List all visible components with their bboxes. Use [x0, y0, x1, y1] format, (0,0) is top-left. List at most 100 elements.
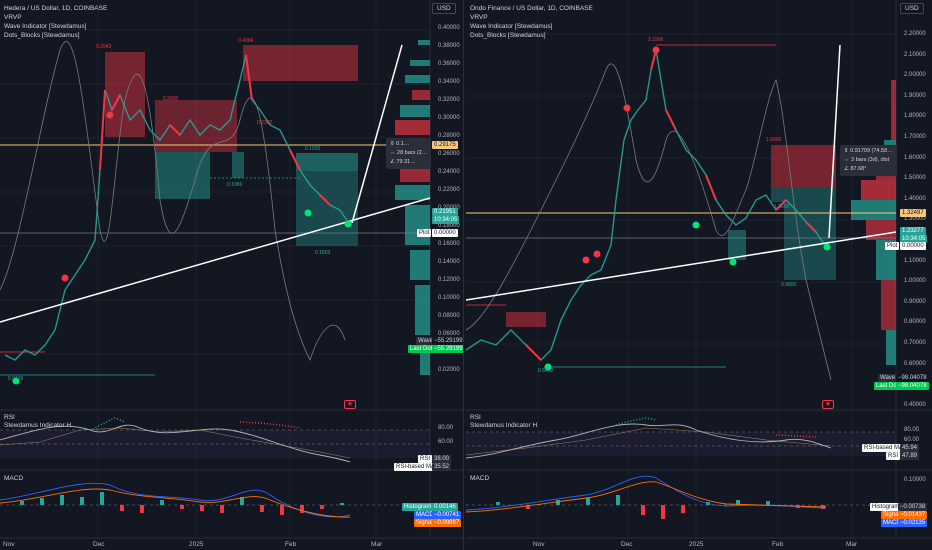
countdown-tag: 10:34:05	[432, 216, 460, 224]
indicator-label[interactable]: VRVP	[470, 14, 488, 21]
demand-zone[interactable]	[771, 187, 836, 202]
trendline[interactable]	[466, 231, 897, 301]
macd-pane-title[interactable]: MACD	[470, 475, 490, 482]
price-range-icon: ⇕	[390, 141, 397, 147]
supply-zone[interactable]	[506, 312, 546, 327]
time-label[interactable]: Nov	[533, 541, 545, 548]
rsi-tick-80: 80.00	[438, 425, 454, 431]
histogram-value: −0.00738	[898, 503, 928, 511]
indicator-label[interactable]: Wave Indicator [Stewdamus]	[4, 23, 87, 30]
rsi-dots	[89, 417, 301, 431]
plot-label: Plot	[885, 242, 900, 250]
price-tick: 0.30000	[438, 115, 460, 121]
macd-histogram	[20, 492, 344, 515]
sell-dot[interactable]	[106, 111, 114, 119]
measure-info-box[interactable]: ⇕ 0.91709 (74.58… ⇔ 3 bars (3d), dist ∠ …	[840, 145, 897, 176]
current-price-tag: 0.21951	[432, 208, 458, 216]
sell-dot[interactable]	[652, 46, 660, 54]
zone-label: 0.5400	[538, 368, 554, 374]
signal-line	[466, 481, 827, 513]
price-tick: 2.10000	[904, 51, 926, 58]
bars-range-icon: ⇔	[844, 157, 852, 163]
indicator-label[interactable]: VRVP	[4, 14, 22, 21]
signal-value: −0.00887	[432, 519, 462, 527]
projection-line[interactable]	[828, 44, 841, 239]
macd-line	[0, 482, 351, 518]
buy-dot[interactable]	[544, 363, 552, 371]
measure-box[interactable]	[296, 153, 358, 246]
sell-dot[interactable]	[582, 256, 590, 264]
symbol-title[interactable]: Ondo Finance / US Dollar, 1D, COINBASE	[470, 5, 593, 12]
chart-panel-ondo[interactable]: Ondo Finance / US Dollar, 1D, COINBASE V…	[466, 0, 932, 550]
zone-label: 1.2600	[774, 204, 790, 210]
macd-tick: 0.10000	[904, 477, 926, 483]
time-label[interactable]: 2025	[189, 541, 204, 548]
chart-legend[interactable]: Hedera / US Dollar, 1D, COINBASE VRVP Wa…	[4, 4, 107, 40]
demand-zone[interactable]	[155, 152, 210, 199]
supply-zone[interactable]	[243, 45, 358, 81]
currency-button[interactable]: USD	[900, 3, 924, 14]
time-label[interactable]: Feb	[285, 541, 297, 548]
time-label[interactable]: Nov	[3, 541, 15, 548]
sell-dot[interactable]	[623, 104, 631, 112]
rsi-pane-subtitle[interactable]: Stewdamus Indicator H	[470, 422, 538, 429]
price-tick: 0.14000	[438, 259, 460, 265]
wave-value: −98.04078	[896, 374, 929, 382]
eye-toggle-icon[interactable]: ◉	[822, 400, 834, 409]
price-tick: 0.10000	[438, 295, 460, 301]
zone-label: 0.0405	[8, 376, 24, 382]
chart-legend[interactable]: Ondo Finance / US Dollar, 1D, COINBASE V…	[470, 4, 593, 40]
price-tick: 0.90000	[904, 298, 926, 305]
symbol-title[interactable]: Hedera / US Dollar, 1D, COINBASE	[4, 5, 108, 12]
buy-dot[interactable]	[12, 377, 20, 385]
rsi-pane-title[interactable]: RSI	[470, 414, 481, 421]
chart-canvas[interactable]	[466, 0, 932, 550]
zone-label: 0.2302	[257, 120, 273, 126]
demand-zone[interactable]	[728, 230, 746, 260]
trendline[interactable]	[0, 197, 431, 323]
grid	[0, 0, 430, 538]
macd-label: MACD	[881, 519, 903, 527]
macd-pane-title[interactable]: MACD	[4, 475, 24, 482]
indicator-label[interactable]: Wave Indicator [Stewdamus]	[470, 23, 553, 30]
time-label[interactable]: Dec	[93, 541, 105, 548]
chart-panel-hedera[interactable]: Hedera / US Dollar, 1D, COINBASE VRVP Wa…	[0, 0, 464, 550]
lastdot-value: −55.29199	[432, 345, 463, 353]
price-tick: 0.32000	[438, 97, 460, 103]
zone-label: 0.9800	[781, 282, 797, 288]
buy-dot[interactable]	[823, 243, 831, 251]
rsi-value: 38.00	[432, 455, 452, 463]
buy-dot[interactable]	[304, 209, 312, 217]
rsi-pane-subtitle[interactable]: Stewdamus Indicator H	[4, 422, 72, 429]
indicator-label[interactable]: Dots_Blocks [Stewdamus]	[4, 32, 80, 39]
price-tick: 1.60000	[904, 154, 926, 161]
buy-dot[interactable]	[692, 221, 700, 229]
rsi-label: RSI	[886, 452, 901, 460]
buy-dot[interactable]	[344, 220, 352, 228]
price-tick: 1.70000	[904, 134, 926, 140]
time-label[interactable]: Dec	[621, 541, 633, 548]
measure-box[interactable]	[784, 202, 836, 280]
rsi-line	[0, 424, 351, 463]
measure-box-top	[296, 153, 358, 171]
eye-toggle-icon[interactable]: ◉	[344, 400, 356, 409]
zone-label: 0.2600	[163, 96, 179, 102]
measure-info-box[interactable]: ⇕ 0.1… ⇔ 28 bars (2… ∠ 79.31…	[386, 138, 432, 169]
rsi-pane-title[interactable]: RSI	[4, 414, 15, 421]
supply-zone[interactable]	[771, 145, 836, 187]
supply-zone[interactable]	[105, 52, 145, 137]
time-label[interactable]: Feb	[772, 541, 784, 548]
buy-dot[interactable]	[729, 258, 737, 266]
sell-dot[interactable]	[593, 250, 601, 258]
time-label[interactable]: Mar	[846, 541, 858, 548]
price-tick: 1.80000	[904, 113, 926, 120]
indicator-label[interactable]: Dots_Blocks [Stewdamus]	[470, 32, 546, 39]
rsi-ma-value: 45.94	[900, 444, 920, 452]
projection-line[interactable]	[351, 44, 403, 224]
price-tick: 1.00000	[904, 278, 926, 285]
sell-dot[interactable]	[61, 274, 69, 282]
currency-button[interactable]: USD	[432, 3, 456, 14]
demand-zone[interactable]	[232, 152, 244, 178]
time-label[interactable]: Mar	[371, 541, 383, 548]
time-label[interactable]: 2025	[689, 541, 704, 548]
